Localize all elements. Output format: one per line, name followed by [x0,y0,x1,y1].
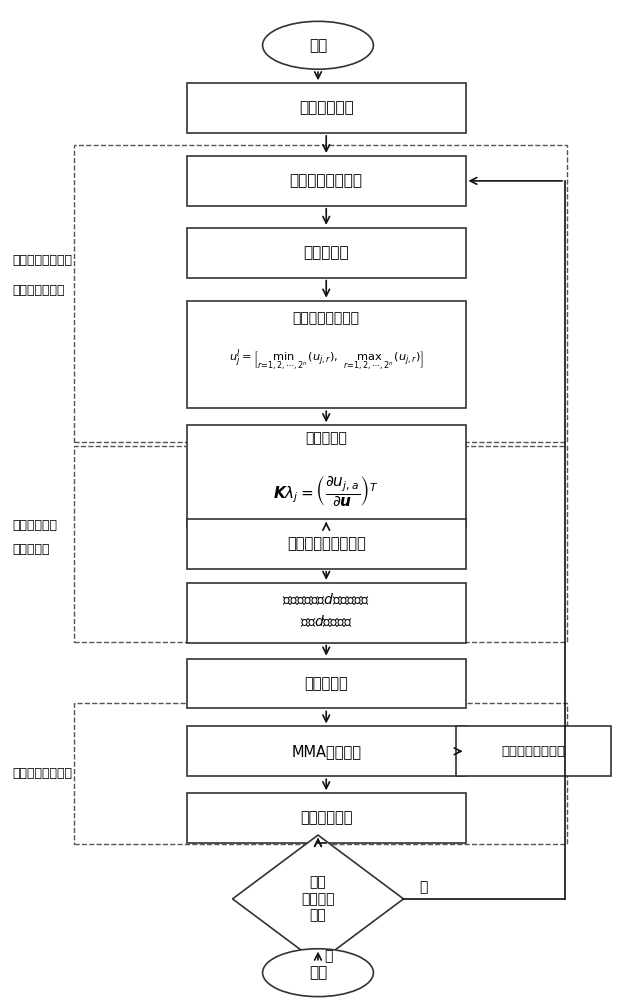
Text: 位移上下界的灵敏度: 位移上下界的灵敏度 [287,536,366,551]
Text: 定义设计参数: 定义设计参数 [299,101,354,116]
FancyBboxPatch shape [187,519,466,569]
Ellipse shape [263,949,373,997]
FancyBboxPatch shape [187,659,466,708]
Text: 开始: 开始 [309,38,327,53]
Text: MMA优化算法: MMA优化算法 [291,744,361,759]
Text: 伴随向量法: 伴随向量法 [305,431,347,445]
Text: 否: 否 [419,880,427,894]
FancyBboxPatch shape [187,583,466,643]
FancyBboxPatch shape [456,726,611,776]
Ellipse shape [263,21,373,69]
Text: 结束: 结束 [309,965,327,980]
Text: 标的灵敏度: 标的灵敏度 [13,543,50,556]
FancyBboxPatch shape [187,156,466,206]
FancyBboxPatch shape [187,228,466,278]
FancyBboxPatch shape [187,83,466,133]
Text: 灵敏度过滤: 灵敏度过滤 [305,676,348,691]
Text: $u_j^I = \left[\min_{r=1,2,\cdots,2^n}(u_{j,r}),\ \max_{r=1,2,\cdots,2^n}(u_{j,r: $u_j^I = \left[\min_{r=1,2,\cdots,2^n}(u… [228,347,424,373]
FancyBboxPatch shape [187,425,466,527]
Text: 不确定性传播分析: 不确定性传播分析 [13,254,73,267]
Text: $\boldsymbol{K}\lambda_j = \left(\dfrac{\partial u_{j,a}}{\partial \boldsymbol{u: $\boldsymbol{K}\lambda_j = \left(\dfrac{… [273,473,379,508]
Text: 是: 是 [324,949,333,963]
Text: 有限元分析: 有限元分析 [303,245,349,260]
Text: 距离$d$的灵敏度: 距离$d$的灵敏度 [300,614,353,630]
Text: 计算可靠性指: 计算可靠性指 [13,519,58,532]
FancyBboxPatch shape [187,301,466,408]
Text: 更新设计变量: 更新设计变量 [300,811,352,826]
Text: 相对体积的灵敏度: 相对体积的灵敏度 [501,745,565,758]
Text: 优化特征距离$d$和优化特征: 优化特征距离$d$和优化特征 [282,592,370,608]
Polygon shape [233,835,403,963]
FancyBboxPatch shape [187,793,466,843]
Text: 是否
满足收敛
条件: 是否 满足收敛 条件 [301,876,335,922]
Text: 区间参数顶点组合: 区间参数顶点组合 [290,173,363,188]
Text: 区间参数顶点法: 区间参数顶点法 [13,284,66,297]
Text: 约束位移的上下界: 约束位移的上下界 [293,312,360,326]
FancyBboxPatch shape [187,726,466,776]
Text: 计算新的设计变量: 计算新的设计变量 [13,767,73,780]
